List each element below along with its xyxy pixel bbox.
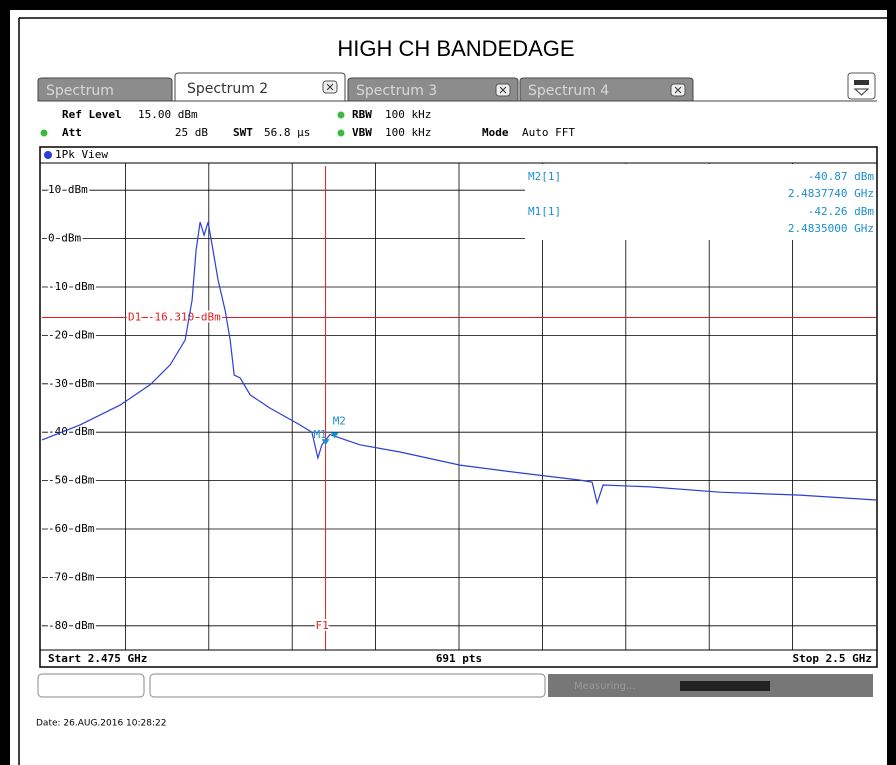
y-tick-label: -50 dBm [48,474,95,487]
menu-icon-glyph [854,80,869,85]
marker-table-name: M2[1] [528,170,561,183]
status-text: Measuring... [574,681,636,692]
status-field [149,673,546,698]
y-tick-label: 0 dBm [48,232,81,245]
marker-table-name: M1[1] [528,205,561,218]
tab-label: Spectrum 2 [187,81,268,97]
setting-label: VBW [352,126,372,139]
marker-table [525,164,876,240]
y-tick-label: -70 dBm [48,570,95,583]
y-tick-label: -10 dBm [48,280,95,293]
tab-close-glyph [499,86,507,94]
setting-value: 100 kHz [385,108,431,121]
setting-value: 15.00 dBm [138,108,198,121]
setting-label: RBW [352,108,372,121]
status-dot [337,129,345,137]
marker [321,439,330,446]
marker-table-level: -40.87 dBm [808,170,875,183]
setting-value: 56.8 µs [264,126,310,139]
y-tick-label: -80 dBm [48,619,95,632]
menu-icon[interactable] [847,72,876,100]
progress-indicator [680,681,770,691]
setting-label: Mode [482,126,509,139]
y-tick-label: -40 dBm [48,425,95,438]
footer-points: 691 pts [436,652,482,665]
tab[interactable] [37,77,173,102]
f1-label: F1 [316,619,329,632]
trace [41,221,877,506]
marker-label: M2 [333,414,346,427]
tab-label: Spectrum 4 [528,83,609,99]
tab[interactable] [519,77,694,102]
y-tick-label: -20 dBm [48,328,95,341]
footer-start: Start 2.475 GHz [48,652,147,665]
setting-label: Att [62,126,82,139]
marker-label: M1 [314,428,327,441]
footer-stop: Stop 2.5 GHz [793,652,872,665]
tab-label: Spectrum 3 [356,83,437,99]
y-tick-label: 10 dBm [48,183,88,196]
tab-close-glyph [674,86,682,94]
setting-value: 25 dB [175,126,208,139]
tab[interactable] [347,77,519,102]
tab-close-glyph [326,83,334,91]
setting-label: SWT [233,126,253,139]
marker-table-freq: 2.4837740 GHz [788,187,874,200]
menu-icon-glyph [853,88,870,96]
tab[interactable] [174,72,346,102]
status-dot [337,111,345,119]
tab-label: Spectrum [46,83,114,99]
setting-label: Ref Level [62,108,122,121]
status-dot [40,129,48,137]
marker-table-freq: 2.4835000 GHz [788,222,874,235]
setting-value: 100 kHz [385,126,431,139]
marker [330,432,339,439]
marker-table-level: -42.26 dBm [808,205,875,218]
view-dot [44,151,52,159]
page-title: HIGH CH BANDEDAGE [337,36,574,61]
y-tick-label: -30 dBm [48,377,95,390]
date-text: Date: 26.AUG.2016 10:28:22 [36,719,166,729]
status-field [37,673,145,698]
d1-label: D1 -16.310 dBm [128,311,221,324]
y-tick-label: -60 dBm [48,522,95,535]
setting-value: Auto FFT [522,126,575,139]
view-label: 1Pk View [55,148,108,161]
